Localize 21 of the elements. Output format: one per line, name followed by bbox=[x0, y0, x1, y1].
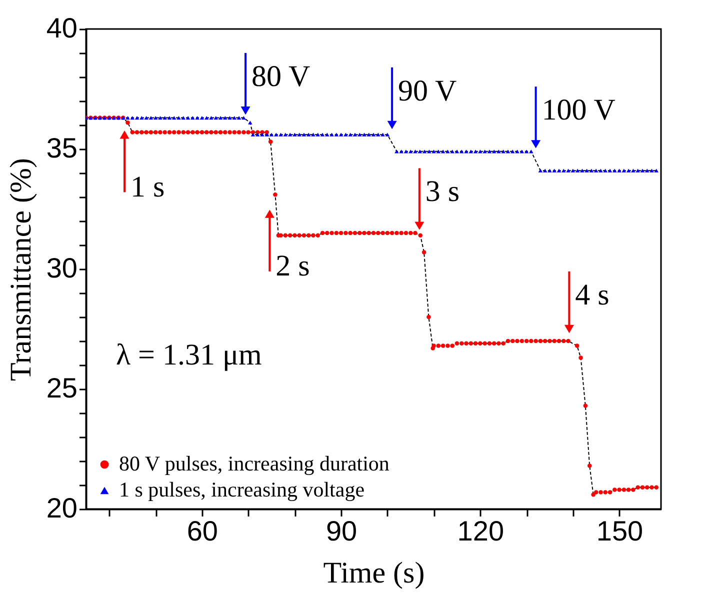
annotation: 2 s bbox=[276, 250, 310, 283]
x-tick-label: 90 bbox=[326, 516, 358, 546]
annotation: 90 V bbox=[398, 74, 458, 108]
y-tick-label: 30 bbox=[46, 252, 78, 284]
annotation: λ = 1.31 μm bbox=[116, 338, 262, 372]
x-tick-label: 120 bbox=[457, 516, 504, 546]
legend-label: 1 s pulses, increasing voltage bbox=[119, 478, 365, 502]
y-tick-label: 20 bbox=[46, 492, 78, 524]
annotation: 80 V bbox=[252, 60, 310, 93]
y-tick-label: 25 bbox=[46, 372, 78, 404]
annotation: 3 s bbox=[425, 175, 460, 208]
x-axis-title: Time (s) bbox=[323, 556, 425, 590]
y-tick-label: 40 bbox=[46, 12, 78, 44]
annotation: 100 V bbox=[542, 94, 616, 127]
legend-label: 80 V pulses, increasing duration bbox=[119, 452, 390, 476]
x-tick-label: 150 bbox=[596, 516, 644, 546]
annotation: 1 s bbox=[130, 170, 165, 204]
annotation: 4 s bbox=[575, 278, 610, 312]
y-axis-title: Transmittance (%) bbox=[4, 158, 38, 382]
y-tick-label: 35 bbox=[46, 132, 78, 164]
x-tick-label: 60 bbox=[186, 516, 218, 546]
